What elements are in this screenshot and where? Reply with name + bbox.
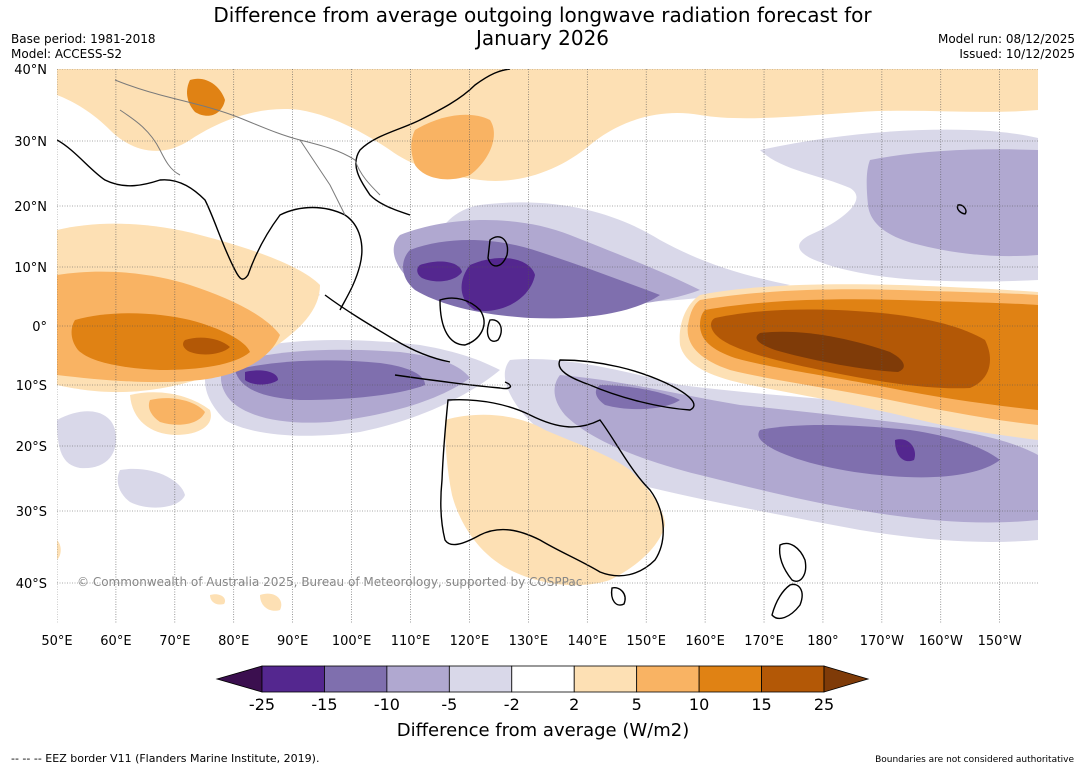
lon-label: 160°E [685,634,725,649]
colorbar: -25 -15 -10 -5 -2 2 5 10 15 25 [215,665,870,714]
lon-label: 170°E [744,634,784,649]
colorbar-segment [636,665,700,693]
base-period: Base period: 1981-2018 [11,32,156,46]
lat-label: 0° [32,320,47,335]
country-borders [114,79,381,216]
meta-left: Base period: 1981-2018 Model: ACCESS-S2 [11,32,156,62]
lat-label: 20°S [16,440,47,455]
colorbar-tick-label: -25 [249,695,275,714]
colorbar-segment [261,665,325,693]
coastlines [57,69,967,620]
colorbar-tick-label: 15 [751,695,771,714]
colorbar-extend-low [215,665,263,693]
lon-label: 50°E [41,634,72,649]
lon-label: 80°E [218,634,249,649]
lat-label: 10°S [16,379,47,394]
lat-label: 40°S [16,577,47,592]
colorbar-tick-label: 5 [632,695,642,714]
colorbar-tick-label: 2 [569,695,579,714]
colorbar-tick-label: -5 [441,695,457,714]
lat-label: 20°N [14,200,47,215]
lat-label: 10°N [14,261,47,276]
model-name: Model: ACCESS-S2 [11,47,123,61]
map-plot-area: © Commonwealth of Australia 2025, Bureau… [57,69,1038,624]
colorbar-tick-label: 25 [814,695,834,714]
graticule [57,69,1038,624]
chart-title: Difference from average outgoing longwav… [0,4,1085,50]
lon-label: 140°E [568,634,608,649]
lat-label: 30°S [16,505,47,520]
colorbar-segment [573,665,638,693]
colorbar-segment [386,665,450,693]
lon-label: 60°E [100,634,131,649]
anomaly-extreme-positive [756,331,904,372]
model-run: Model run: 08/12/2025 [937,32,1075,46]
lon-label: 90°E [277,634,308,649]
lon-label: 70°E [159,634,190,649]
lon-label: 160°W [919,634,963,649]
colorbar-segment [698,665,762,693]
issued-date: Issued: 10/12/2025 [959,47,1075,61]
lat-label: 40°N [14,63,47,78]
colorbar-segment [511,665,575,693]
lon-label: 110°E [391,634,431,649]
title-line-2: January 2026 [475,26,610,50]
colorbar-tick-label: -2 [504,695,520,714]
colorbar-tick-label: -10 [374,695,400,714]
latitude-labels: 40°N 30°N 20°N 10°N 0° 10°S 20°S 30°S 40°S [14,63,47,592]
colorbar-extend-high [823,665,870,693]
anomaly-very-strong-negative [245,257,916,462]
lon-label: 150°E [626,634,666,649]
eez-note: -- -- -- EEZ border V11 (Flanders Marine… [11,752,320,765]
lon-label: 100°E [332,634,372,649]
lon-label: 120°E [450,634,490,649]
colorbar-tick-label: 10 [689,695,709,714]
colorbar-title: Difference from average (W/m2) [397,720,689,741]
longitude-labels: 50°E 60°E 70°E 80°E 90°E 100°E 110°E 120°E 130°E… [41,634,1022,649]
lon-label: 150°W [978,634,1022,649]
meta-right: Model run: 08/12/2025 Issued: 10/12/2025 [938,32,1075,62]
lon-label: 170°W [860,634,904,649]
title-line-1: Difference from average outgoing longwav… [213,3,872,27]
colorbar-segment [324,665,388,693]
lon-label: 130°E [509,634,549,649]
colorbar-segment [448,665,513,693]
copyright-text: © Commonwealth of Australia 2025, Bureau… [77,575,582,589]
colorbar-tick-label: -15 [311,695,337,714]
lon-label: 180° [807,634,838,649]
boundaries-note: Boundaries are not considered authoritat… [875,755,1074,765]
colorbar-segment [761,665,825,693]
lat-label: 30°N [14,135,47,150]
